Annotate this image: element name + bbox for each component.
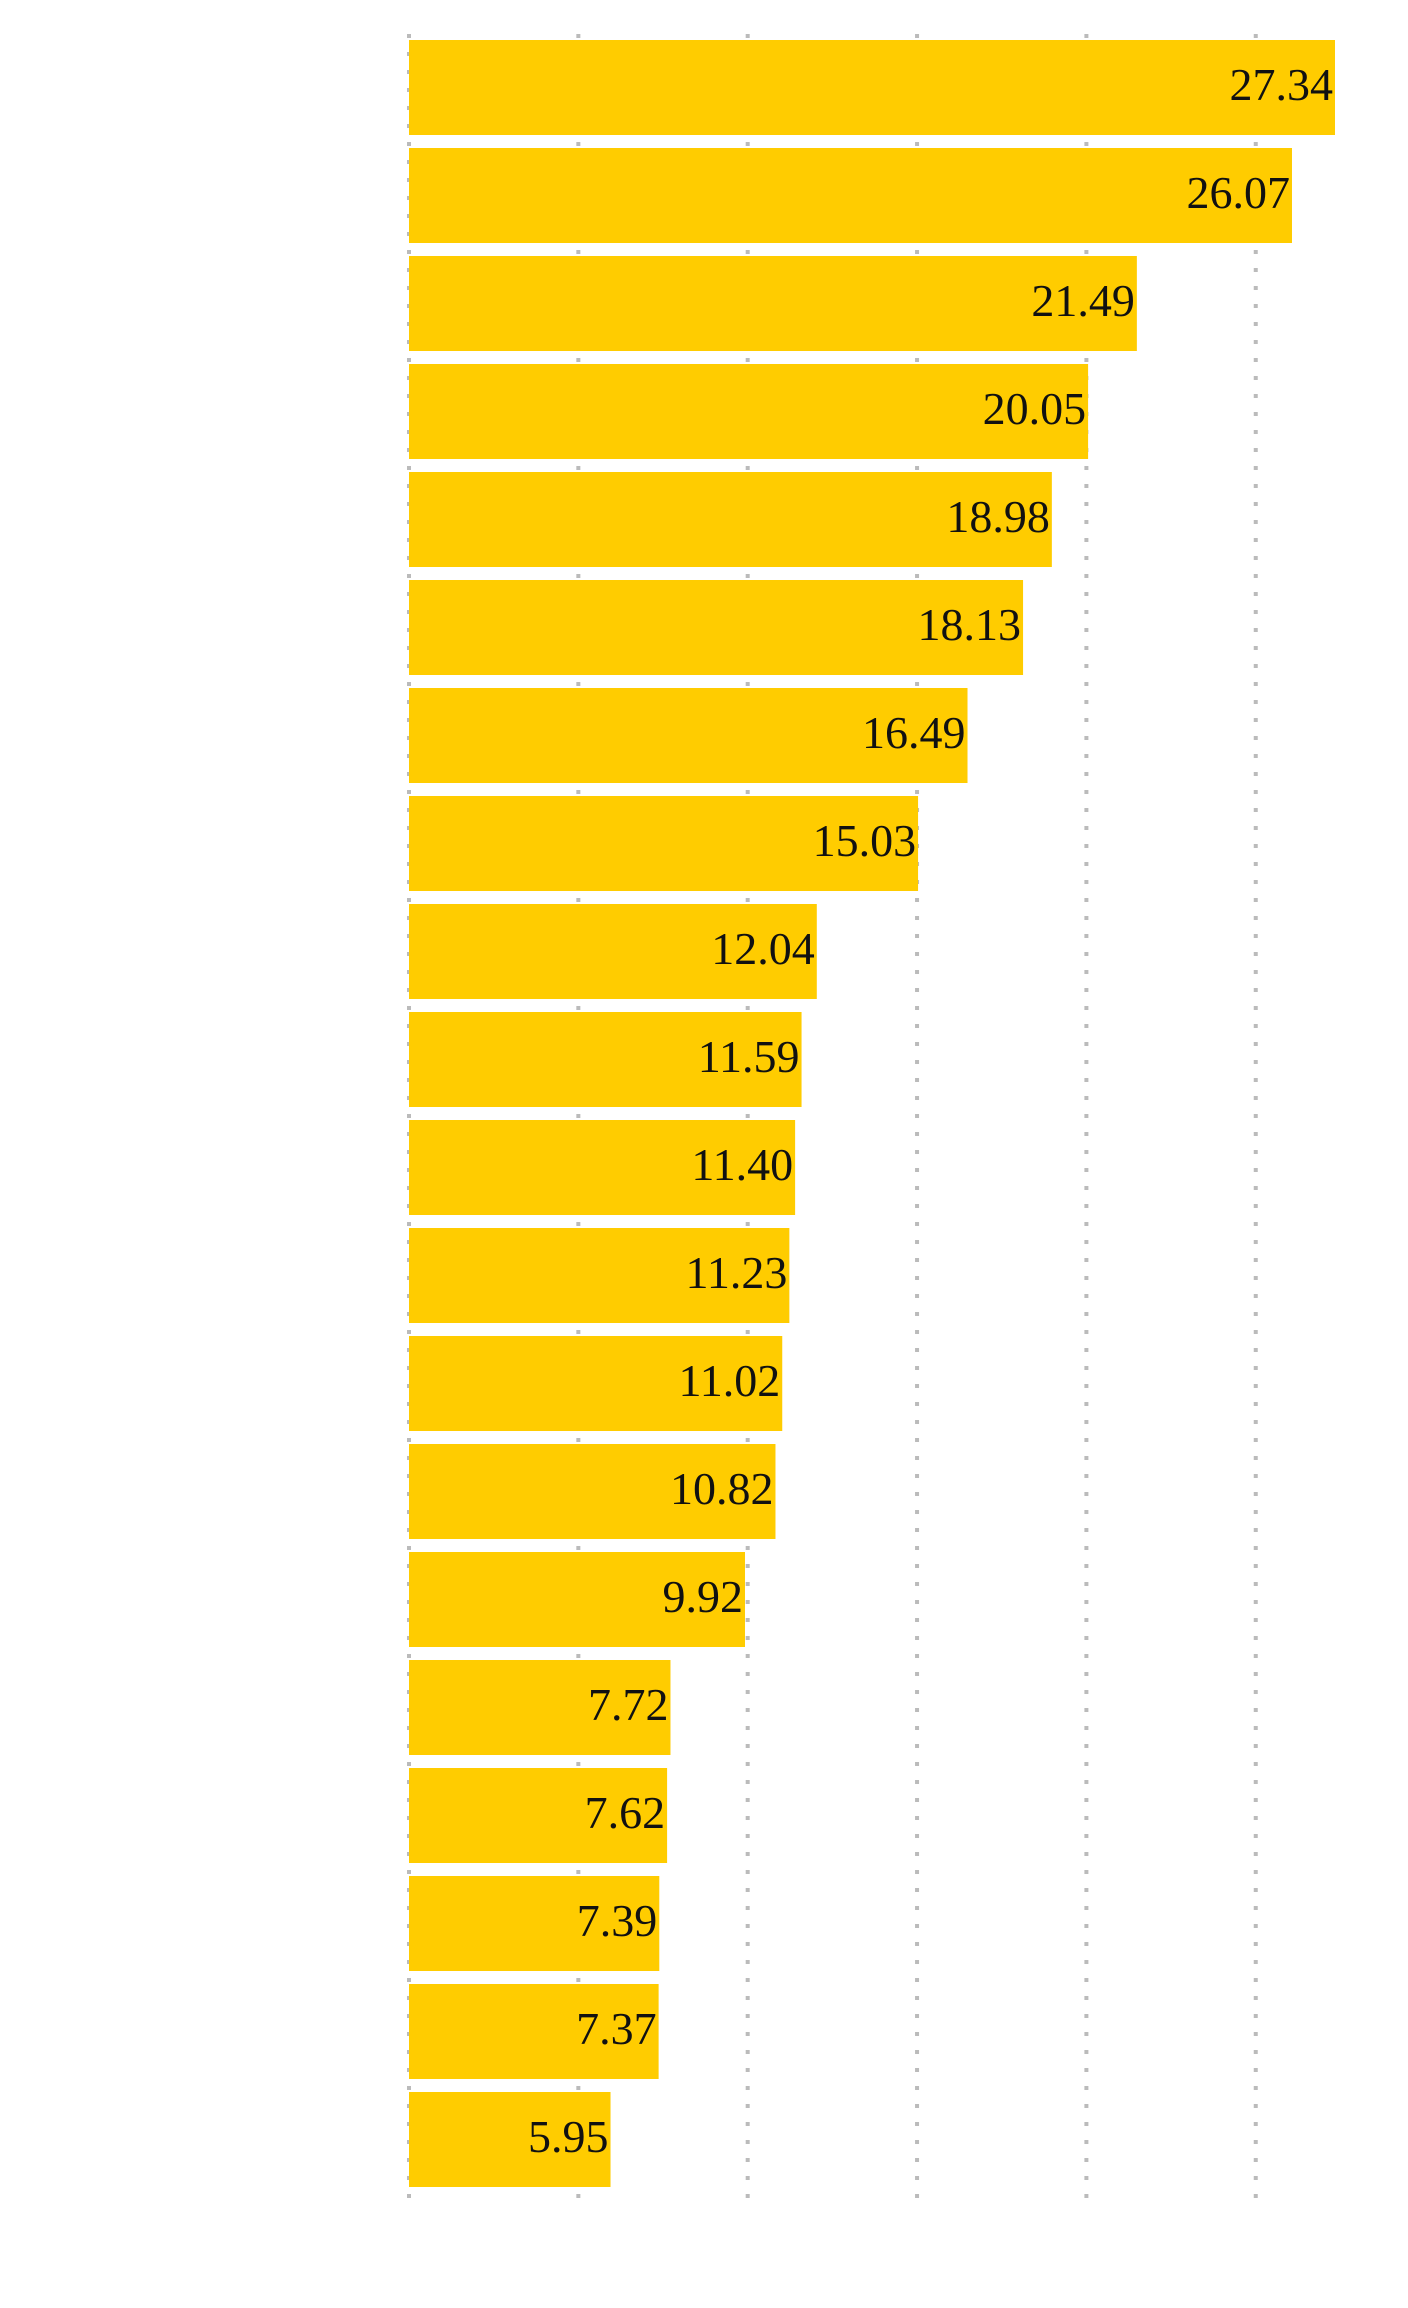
- bar: [409, 580, 1024, 675]
- bar: [409, 904, 817, 999]
- value-label: 26.07: [1186, 167, 1290, 218]
- value-label: 21.49: [1031, 275, 1135, 326]
- value-label: 7.72: [588, 1679, 669, 1730]
- value-label: 11.59: [698, 1031, 800, 1082]
- bar: [409, 1552, 745, 1647]
- bar: [409, 1336, 783, 1431]
- bar: [409, 1012, 802, 1107]
- bar: [409, 796, 919, 891]
- value-label: 18.13: [918, 599, 1022, 650]
- bar: [409, 256, 1137, 351]
- bar: [409, 1444, 776, 1539]
- value-label: 7.37: [576, 2003, 657, 2054]
- bar: [409, 148, 1292, 243]
- value-label: 27.34: [1230, 59, 1334, 110]
- bar: [409, 1768, 668, 1863]
- value-label: 11.40: [691, 1139, 793, 1190]
- bar: [409, 2092, 611, 2187]
- bar: [409, 1876, 660, 1971]
- value-label: 9.92: [662, 1571, 743, 1622]
- value-label: 5.95: [528, 2111, 609, 2162]
- value-label: 16.49: [862, 707, 966, 758]
- bar: [409, 1660, 671, 1755]
- bar: [409, 688, 968, 783]
- value-label: 20.05: [983, 383, 1087, 434]
- value-label: 7.39: [577, 1895, 658, 1946]
- bar: [409, 364, 1089, 459]
- value-label: 7.62: [585, 1787, 666, 1838]
- value-label: 10.82: [670, 1463, 774, 1514]
- bar: [409, 1120, 796, 1215]
- value-label: 18.98: [946, 491, 1050, 542]
- value-label: 11.02: [678, 1355, 780, 1406]
- bar: [409, 1984, 659, 2079]
- value-label: 12.04: [711, 923, 815, 974]
- value-label: 11.23: [686, 1247, 788, 1298]
- value-label: 15.03: [813, 815, 917, 866]
- bar: [409, 1228, 790, 1323]
- bar: [409, 40, 1335, 135]
- bar: [409, 472, 1052, 567]
